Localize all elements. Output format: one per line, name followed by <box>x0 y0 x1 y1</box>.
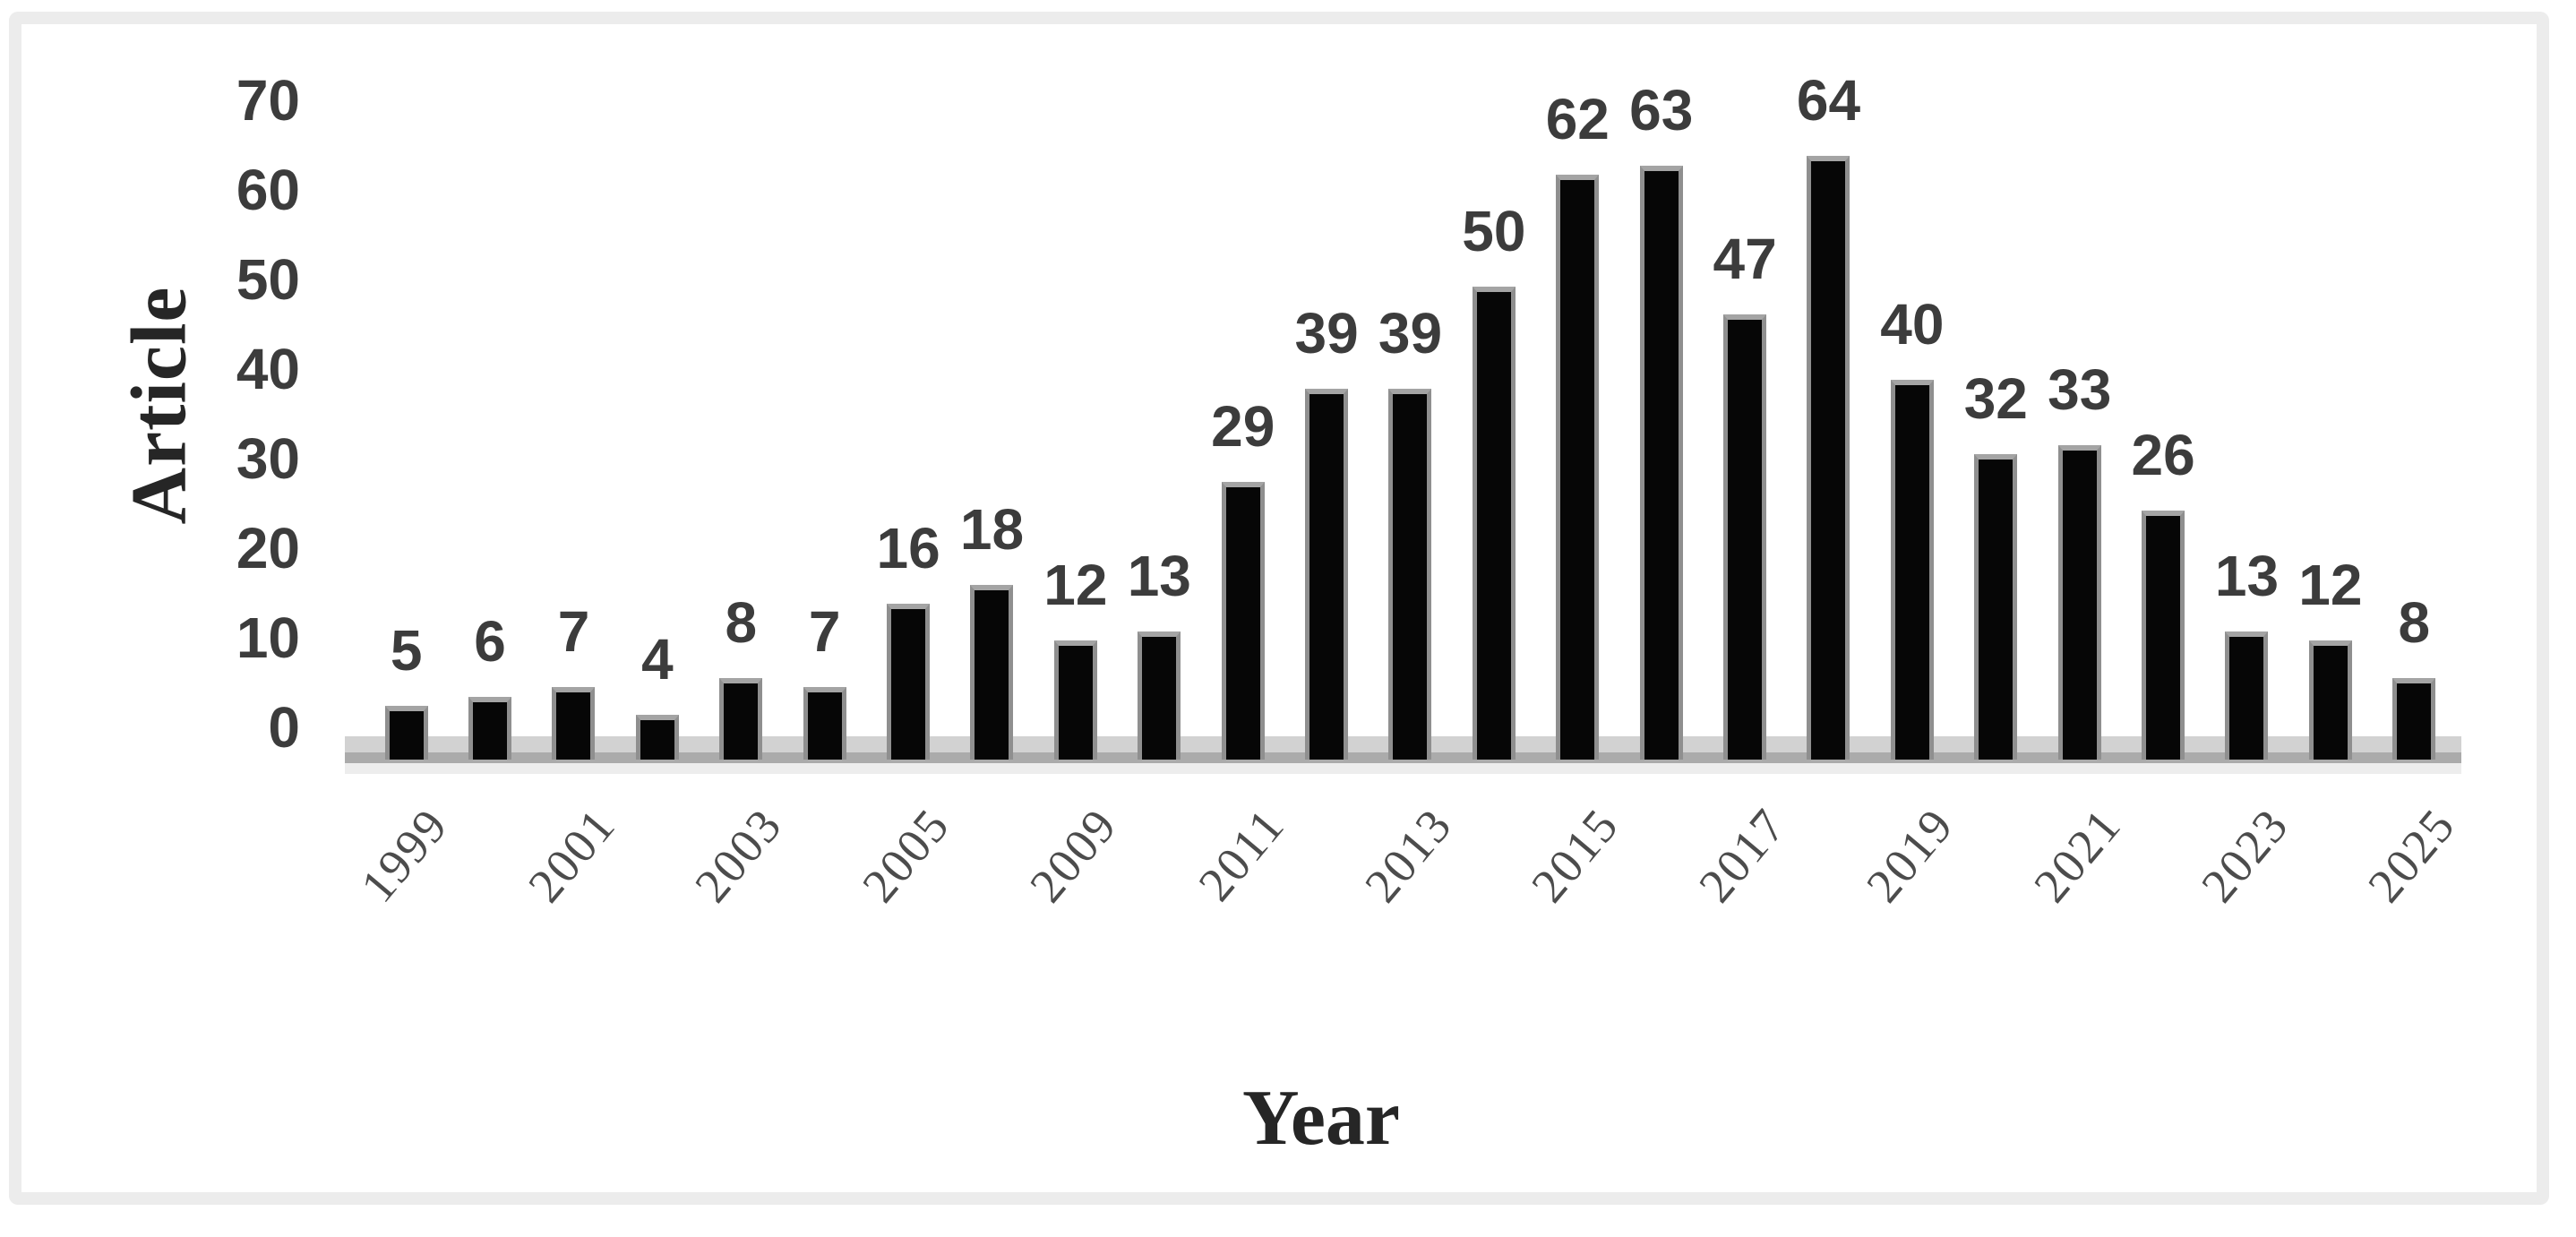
bar-slot: 47 <box>1703 100 1786 760</box>
bar <box>2057 445 2101 760</box>
bar-slot: 13 <box>1118 100 1201 760</box>
y-axis-title: Article <box>116 286 203 525</box>
bar-slot: 5 <box>365 100 448 760</box>
bar <box>1723 314 1767 760</box>
bar-slot: 33 <box>2038 100 2121 760</box>
bar-value-label: 64 <box>1796 68 1861 133</box>
bar-slot: 39 <box>1284 100 1368 760</box>
bar-slot: 39 <box>1369 100 1452 760</box>
bar-value-label: 29 <box>1211 394 1275 459</box>
x-axis-title: Year <box>1242 1075 1400 1162</box>
bar-value-label: 6 <box>474 609 506 674</box>
bar-slot: 8 <box>2373 100 2456 760</box>
bar-slot: 63 <box>1619 82 1703 760</box>
bar-slot: 12 <box>1034 100 1117 760</box>
bar-slot: 16 <box>866 100 949 760</box>
bar <box>2225 631 2269 760</box>
bar-slot: 7 <box>532 100 615 760</box>
bar-value-label: 12 <box>1043 553 1108 617</box>
bar-slot: 18 <box>950 100 1034 760</box>
bars-row: 5 6 7 4 8 7 16 18 12 13 29 39 39 50 62 63 47 64 40 32 33 26 13… <box>365 72 2456 760</box>
bar-value-label: 16 <box>876 516 940 580</box>
y-tick-label: 30 <box>236 426 300 491</box>
bar <box>719 678 763 760</box>
bar <box>1221 482 1265 760</box>
bar-value-label: 40 <box>1880 292 1945 356</box>
bar-value-label: 13 <box>2214 544 2280 608</box>
bar <box>887 604 931 760</box>
x-axis-line-shadow <box>345 763 2461 774</box>
y-tick-label: 60 <box>236 158 300 222</box>
bar <box>1974 454 2018 760</box>
bar-value-label: 39 <box>1378 301 1443 365</box>
bar-value-label: 7 <box>557 599 590 664</box>
bar-slot: 12 <box>2288 100 2372 760</box>
bar-value-label: 26 <box>2131 423 2195 487</box>
bar-slot: 50 <box>1452 100 1535 760</box>
bar <box>552 687 596 760</box>
bar-value-label: 62 <box>1545 87 1610 151</box>
bar-slot: 40 <box>1870 100 1953 760</box>
bar-slot: 6 <box>448 100 531 760</box>
bar-slot: 26 <box>2121 100 2204 760</box>
bar <box>2142 511 2185 760</box>
bar <box>1388 389 1432 760</box>
bar-value-label: 12 <box>2298 553 2363 617</box>
bar-value-label: 33 <box>2048 357 2112 422</box>
bar-value-label: 8 <box>725 590 758 655</box>
y-tick-label: 0 <box>268 695 300 760</box>
bar <box>970 585 1014 760</box>
bar <box>2308 640 2352 760</box>
y-tick-label: 20 <box>236 516 300 580</box>
bar-slot: 29 <box>1201 100 1284 760</box>
bar-slot: 4 <box>615 100 699 760</box>
bar <box>1639 166 1683 760</box>
bar <box>1890 380 1934 760</box>
bar-value-label: 47 <box>1713 227 1777 291</box>
bar <box>2392 678 2436 760</box>
bar-value-label: 63 <box>1629 78 1694 142</box>
bar-value-label: 39 <box>1294 301 1359 365</box>
bar <box>384 706 428 760</box>
bar-value-label: 8 <box>2398 590 2431 655</box>
bar-slot: 62 <box>1536 90 1619 760</box>
bar-value-label: 32 <box>1963 366 2028 431</box>
bar <box>635 715 679 760</box>
bar-slot: 64 <box>1787 72 1870 760</box>
bar <box>1138 631 1181 760</box>
bar-value-label: 18 <box>959 497 1025 562</box>
y-tick-label: 10 <box>236 606 300 670</box>
y-tick-label: 50 <box>236 247 300 312</box>
bar <box>1053 640 1097 760</box>
bar <box>1807 156 1850 760</box>
bar <box>803 687 846 760</box>
bar-slot: 7 <box>783 100 866 760</box>
bar-value-label: 4 <box>641 627 674 692</box>
bar-value-label: 50 <box>1462 199 1526 263</box>
y-tick-label: 70 <box>236 68 300 133</box>
bar-value-label: 5 <box>390 618 423 683</box>
bar-slot: 13 <box>2205 100 2288 760</box>
y-tick-label: 40 <box>236 337 300 401</box>
bar-slot: 32 <box>1954 100 2038 760</box>
bar <box>1305 389 1349 760</box>
bar <box>468 697 512 760</box>
bar-value-label: 7 <box>808 599 841 664</box>
bar-slot: 8 <box>700 100 783 760</box>
bar <box>1472 287 1516 760</box>
bar-value-label: 13 <box>1127 544 1191 608</box>
bar <box>1556 175 1600 760</box>
